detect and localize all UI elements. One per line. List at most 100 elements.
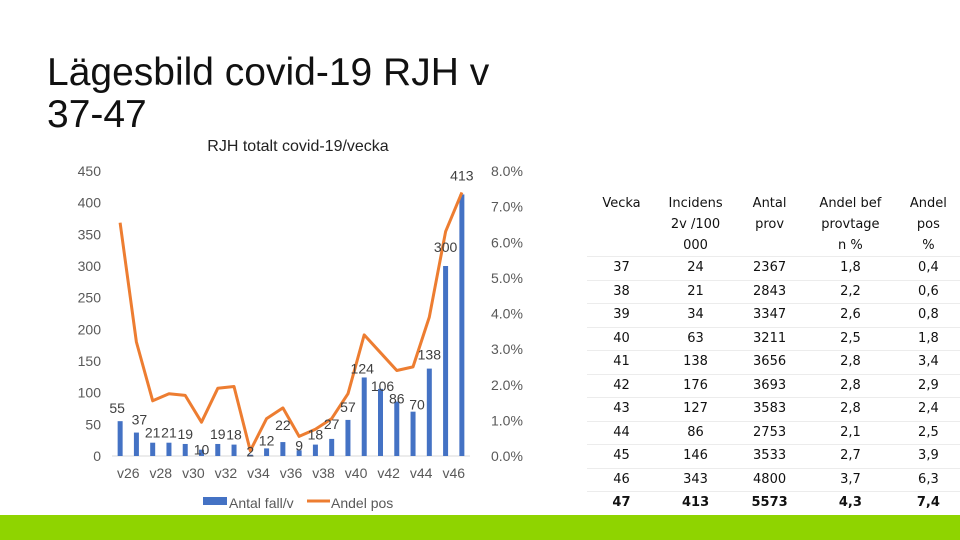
- table-body: 37 24 2367 1,8 0,4 38 21 2843 2,2 0,6 39 34 3347 2,6 0…: [587, 256, 960, 515]
- table-cell: 3583: [753, 401, 787, 416]
- bar-data-label: 413: [450, 167, 474, 183]
- table-cell: 47: [612, 495, 631, 510]
- bar-data-label: 55: [109, 400, 125, 416]
- bar-v34: [247, 454, 253, 456]
- bar-data-label: 124: [351, 360, 375, 376]
- y-right-tick-label: 4.0%: [491, 306, 523, 322]
- y-right-tick-label: 5.0%: [491, 270, 523, 286]
- bar-data-label: 86: [389, 391, 405, 407]
- table-header-cell: Vecka: [587, 193, 656, 257]
- table-row: 47 413 5573 4,3 7,4: [587, 491, 960, 515]
- table-cell: 0,4: [918, 260, 939, 275]
- table-cell: 39: [613, 307, 630, 322]
- table-row: 40 63 3211 2,5 1,8: [587, 327, 960, 351]
- x-tick-label: v28: [150, 465, 173, 481]
- y-left-tick-label: 50: [85, 416, 101, 432]
- y-right-tick-label: 1.0%: [491, 412, 523, 428]
- x-tick-label: v34: [247, 465, 270, 481]
- bar-v40: [345, 419, 351, 456]
- table-cell: 1,8: [840, 260, 861, 275]
- table-cell: 43: [613, 401, 630, 416]
- table-cell: 2,1: [840, 424, 861, 440]
- table-cell: 3211: [753, 330, 787, 346]
- x-tick-label: v36: [280, 465, 303, 481]
- table-cell: 1,8: [918, 330, 939, 346]
- x-tick-label: v38: [312, 465, 335, 481]
- table-header-text: Incidens: [668, 196, 723, 211]
- bar-v39: [329, 438, 335, 456]
- line-andel-pos: [118, 191, 464, 453]
- bar-data-label: 138: [418, 347, 442, 363]
- weekly-data-table: Vecka Incidens 2v /100 000 Antal prov Andel be…: [587, 193, 960, 515]
- table-row: 45 146 3533 2,7 3,9: [587, 444, 960, 469]
- table-cell: 413: [681, 495, 710, 510]
- table-row: 46 343 4800 3,7 6,3: [587, 468, 960, 492]
- bar-v38: [312, 444, 318, 456]
- table-row: 39 34 3347 2,6 0,8: [587, 303, 960, 328]
- table-cell: 3,4: [918, 354, 939, 369]
- table-cell: 4800: [753, 471, 787, 487]
- bar-data-label: 300: [434, 239, 458, 255]
- table-header-text: Antal: [752, 196, 787, 211]
- bar-v42: [378, 388, 383, 456]
- table-cell: 5573: [751, 495, 788, 510]
- table-cell: 3,9: [918, 448, 939, 463]
- table-header-text: prov: [755, 217, 785, 232]
- bar-v44: [410, 411, 416, 456]
- legend-label-line: Andel pos: [331, 495, 393, 511]
- table-cell: 63: [687, 330, 704, 346]
- bar-v31: [199, 449, 204, 456]
- bar-v47: [459, 194, 465, 456]
- table-cell: 44: [613, 424, 630, 440]
- bar-data-label: 21: [161, 425, 177, 441]
- table-cell: 86: [687, 424, 704, 440]
- x-tick-label: v42: [377, 465, 400, 481]
- legend-label-bars: Antal fall/v: [229, 495, 294, 511]
- table-cell: 45: [613, 448, 630, 463]
- table-cell: 37: [613, 260, 630, 275]
- bar-data-label: 21: [145, 425, 161, 441]
- bar-data-label: 70: [409, 397, 425, 413]
- table-cell: 24: [687, 260, 704, 275]
- page-title-line2: 37-47: [47, 93, 147, 136]
- page-title-line1: Lägesbild covid-19 RJH v: [47, 51, 490, 94]
- y-right-tick-label: 2.0%: [491, 377, 523, 393]
- x-tick-label: v30: [182, 465, 205, 481]
- y-right-tick-label: 0.0%: [491, 448, 523, 464]
- y-left-tick-label: 100: [78, 385, 102, 401]
- table-cell: 3347: [753, 307, 787, 322]
- table-cell: 3533: [753, 448, 787, 463]
- table-row: 42 176 3693 2,8 2,9: [587, 374, 960, 398]
- y-right-tick-label: 3.0%: [491, 341, 523, 357]
- x-tick-label: v32: [215, 465, 238, 481]
- bar-data-label: 18: [308, 427, 324, 443]
- table-cell: 2,9: [918, 377, 939, 393]
- bar-data-label: 19: [177, 426, 193, 442]
- table-cell: 146: [683, 448, 708, 463]
- y-right-tick-label: 6.0%: [491, 234, 523, 250]
- bar-data-label: 12: [259, 432, 275, 448]
- page-title: Lägesbild covid-19 RJH v 37-47: [47, 52, 489, 136]
- bar-v29: [166, 442, 172, 456]
- bar-v27: [133, 432, 139, 456]
- bar-data-label: 19: [210, 426, 226, 442]
- table-row: 41 138 3656 2,8 3,4: [587, 350, 960, 375]
- table-header-text: 000: [683, 238, 708, 253]
- table-cell: 3,7: [840, 471, 861, 487]
- bar-data-label: 57: [340, 399, 356, 415]
- bar-v37: [296, 450, 302, 456]
- bar-v36: [280, 442, 286, 456]
- x-tick-label: v26: [117, 465, 140, 481]
- table-header-cell: Incidens 2v /100 000: [656, 193, 735, 257]
- y-left-tick-label: 400: [78, 195, 102, 211]
- table-cell: 40: [613, 330, 630, 346]
- x-tick-label: v46: [442, 465, 465, 481]
- table-cell: 343: [683, 471, 708, 487]
- y-left-tick-label: 150: [78, 353, 102, 369]
- table-header-text: Vecka: [602, 196, 641, 211]
- chart-title: RJH totalt covid-19/vecka: [207, 138, 389, 155]
- y-left-tick-label: 0: [93, 448, 101, 464]
- bar-v26: [117, 421, 123, 456]
- covid-chart: RJH totalt covid-19/vecka 0 50 100 150 200 250…: [78, 138, 523, 511]
- table-cell: 2,5: [918, 424, 939, 440]
